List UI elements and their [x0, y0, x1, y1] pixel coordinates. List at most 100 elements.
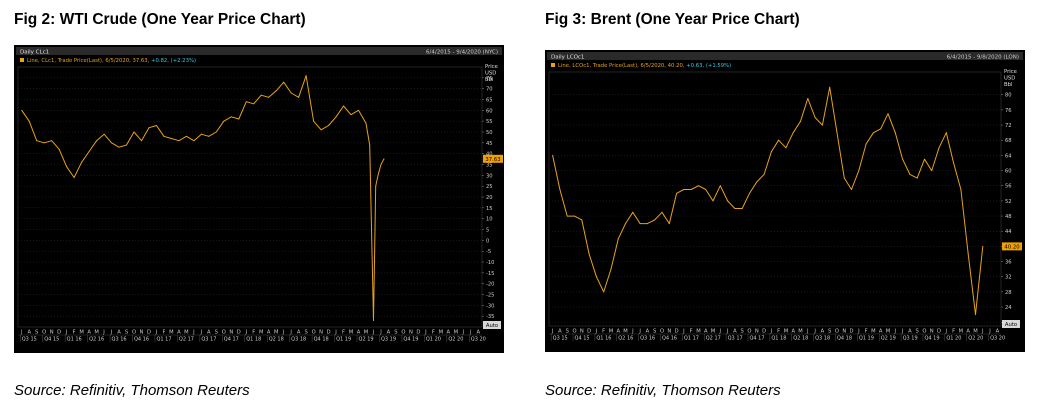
axis-title-line: Bbl	[485, 77, 493, 83]
data-point	[305, 75, 307, 77]
y-tick-label: 32	[1005, 275, 1012, 281]
y-tick-label: 25	[486, 184, 493, 190]
x-month-label: M	[349, 330, 353, 336]
data-point	[200, 133, 202, 135]
figure-source: Source: Refinitiv, Thomson Reuters	[545, 382, 781, 399]
data-point	[661, 211, 663, 213]
figure-title: Fig 2: WTI Crude (One Year Price Chart)	[14, 11, 306, 28]
x-quarter-label: Q1 17	[684, 336, 699, 342]
x-quarter-label: Q4 15	[575, 336, 590, 342]
x-quarter-label: Q2 20	[448, 337, 463, 343]
x-quarter-label: Q1 18	[246, 337, 261, 343]
chart-background	[545, 50, 1025, 352]
y-tick-label: 60	[1005, 169, 1012, 175]
data-point	[851, 189, 853, 191]
data-point	[785, 147, 787, 149]
axis-title-line: USD	[485, 71, 496, 77]
x-month-label: F	[777, 329, 780, 335]
x-quarter-label: Q1 18	[771, 336, 786, 342]
y-tick-label: 76	[1005, 108, 1012, 114]
x-month-label: F	[73, 330, 76, 336]
y-tick-label: -10	[486, 260, 494, 266]
y-tick-label: -15	[486, 271, 494, 277]
data-point	[163, 135, 165, 137]
x-quarter-label: Q3 18	[291, 337, 306, 343]
x-month-label: S	[828, 329, 831, 335]
x-month-label: J	[682, 329, 685, 335]
data-point	[36, 140, 38, 142]
data-point	[290, 92, 292, 94]
x-month-label: O	[747, 329, 751, 335]
data-point	[260, 94, 262, 96]
data-point	[238, 118, 240, 120]
x-month-label: J	[945, 329, 948, 335]
data-point	[253, 103, 255, 105]
x-month-label: M	[798, 329, 802, 335]
data-point	[155, 125, 157, 126]
x-quarter-label: Q4 16	[134, 337, 149, 343]
data-point	[335, 116, 337, 118]
brent-chart: Daily LCOc1 6/4/2015 - 9/8/2020 (LON) Line…	[545, 50, 1025, 352]
data-point	[625, 223, 627, 225]
legend-change: +0.82, (+2.23%)	[151, 58, 196, 64]
x-month-label: A	[387, 330, 391, 336]
wti-chart: Daily CLc1 6/4/2015 - 9/4/2020 (NYC) Line,…	[14, 45, 504, 353]
x-month-label: M	[274, 330, 278, 336]
y-tick-label: 75	[486, 76, 493, 82]
x-month-label: J	[379, 330, 382, 336]
legend-swatch	[551, 63, 555, 67]
x-month-label: J	[102, 330, 105, 336]
data-point	[193, 140, 195, 142]
data-point	[821, 124, 823, 126]
last-value-badge	[483, 154, 503, 163]
x-month-label: A	[791, 329, 795, 335]
x-month-label: J	[638, 329, 641, 335]
x-quarter-label: Q2 18	[793, 336, 808, 342]
data-point	[617, 238, 619, 240]
y-tick-label: 44	[1005, 229, 1012, 235]
figure-brent: Fig 3: Brent (One Year Price Chart) Dail…	[545, 0, 1042, 412]
x-month-label: J	[894, 329, 897, 335]
x-quarter-label: Q1 17	[156, 337, 171, 343]
x-month-label: A	[27, 330, 31, 336]
x-quarter-label: Q3 16	[640, 336, 655, 342]
y-tick-label: -30	[486, 303, 494, 309]
x-month-label: J	[244, 330, 247, 336]
x-month-label: M	[454, 330, 458, 336]
data-point	[223, 120, 225, 122]
x-month-label: A	[616, 329, 620, 335]
data-point	[945, 132, 947, 134]
x-month-label: S	[215, 330, 218, 336]
x-month-label: N	[229, 330, 233, 336]
y-tick-label: -20	[486, 282, 494, 288]
x-month-label: S	[916, 329, 919, 335]
data-point	[283, 81, 285, 83]
x-month-label: F	[342, 330, 345, 336]
x-month-label: O	[42, 330, 46, 336]
x-month-label: D	[237, 330, 241, 336]
x-month-label: M	[871, 329, 875, 335]
x-month-label: D	[587, 329, 591, 335]
chart-header-bar	[16, 47, 502, 55]
data-point	[712, 200, 714, 202]
data-point	[343, 105, 345, 107]
x-month-label: N	[842, 329, 846, 335]
y-tick-label: 48	[1005, 214, 1012, 220]
x-month-label: A	[879, 329, 883, 335]
x-month-label: M	[784, 329, 788, 335]
x-quarter-label: Q3 17	[201, 337, 216, 343]
data-point	[960, 189, 962, 191]
x-month-label: A	[821, 329, 825, 335]
data-point	[953, 162, 955, 164]
data-point	[880, 128, 882, 130]
data-point	[938, 147, 940, 149]
data-point	[770, 151, 772, 153]
x-quarter-label: Q4 18	[314, 337, 329, 343]
x-month-label: J	[65, 330, 68, 336]
data-point	[639, 223, 641, 225]
x-quarter-label: Q1 20	[426, 337, 441, 343]
x-quarter-label: Q4 15	[44, 337, 59, 343]
x-month-label: J	[289, 330, 292, 336]
data-point	[51, 140, 53, 142]
x-quarter-label: Q3 20	[471, 337, 486, 343]
